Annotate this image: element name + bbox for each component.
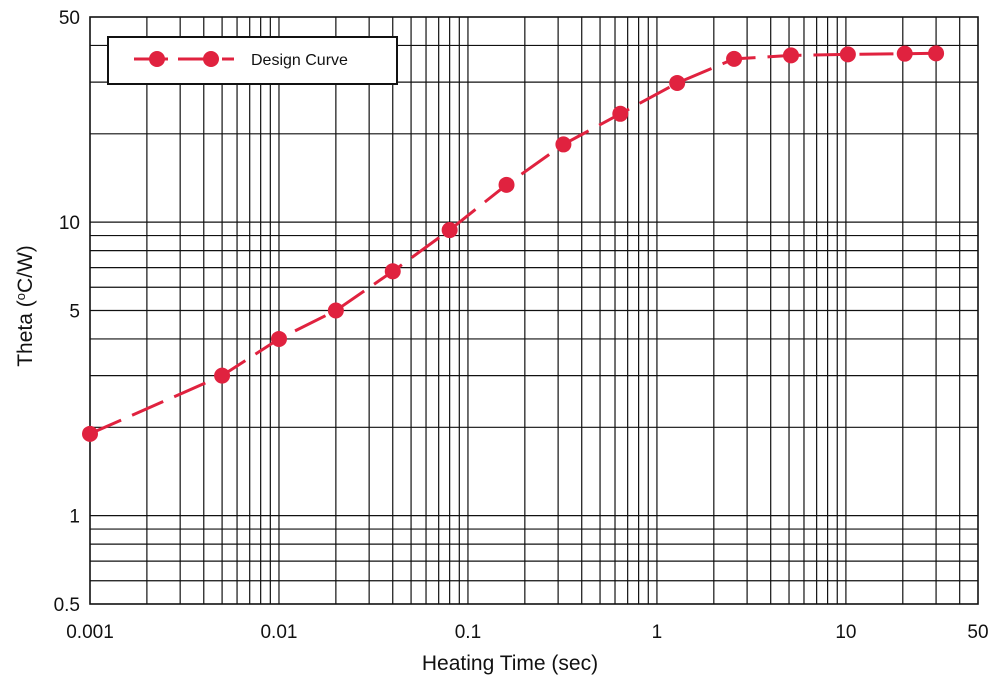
data-point xyxy=(839,46,856,63)
x-tick-label: 50 xyxy=(967,622,988,643)
data-point xyxy=(82,425,98,442)
y-tick-labels: 0.5 1 5 10 50 xyxy=(54,8,80,616)
data-point xyxy=(726,50,743,67)
data-point xyxy=(555,136,572,153)
series-layer xyxy=(82,45,945,442)
data-point xyxy=(441,222,458,239)
data-point xyxy=(214,367,231,384)
data-point xyxy=(498,176,515,193)
y-tick-label: 0.5 xyxy=(54,595,80,616)
x-tick-label: 10 xyxy=(835,622,856,643)
x-tick-label: 0.01 xyxy=(260,622,297,643)
y-axis-title-prefix: Theta ( xyxy=(14,300,37,367)
y-tick-label: 50 xyxy=(59,8,80,29)
y-tick-label: 10 xyxy=(59,213,80,234)
plot-frame xyxy=(89,16,979,605)
data-point xyxy=(612,105,629,122)
x-tick-labels: 0.001 0.01 0.1 1 10 50 xyxy=(66,622,988,643)
legend-marker xyxy=(149,51,165,67)
y-tick-label: 1 xyxy=(69,507,80,528)
x-tick-label: 0.001 xyxy=(66,622,114,643)
y-tick-label: 5 xyxy=(69,302,80,323)
legend-marker xyxy=(203,51,219,67)
data-point xyxy=(896,45,913,62)
data-point xyxy=(327,302,344,319)
x-axis-title: Heating Time (sec) xyxy=(422,652,598,675)
legend: Design Curve xyxy=(107,36,398,85)
x-tick-label: 1 xyxy=(652,622,663,643)
data-point xyxy=(928,45,945,62)
data-point xyxy=(669,74,686,91)
y-axis-title-suffix: C/W) xyxy=(14,245,37,293)
data-point xyxy=(384,263,401,280)
data-point xyxy=(270,330,287,347)
data-point xyxy=(782,47,799,64)
y-axis-title-degree: o xyxy=(13,293,28,300)
grid xyxy=(90,17,978,604)
y-axis-title: Theta (oC/W) xyxy=(13,245,38,367)
x-tick-label: 0.1 xyxy=(455,622,481,643)
legend-label: Design Curve xyxy=(251,52,348,69)
